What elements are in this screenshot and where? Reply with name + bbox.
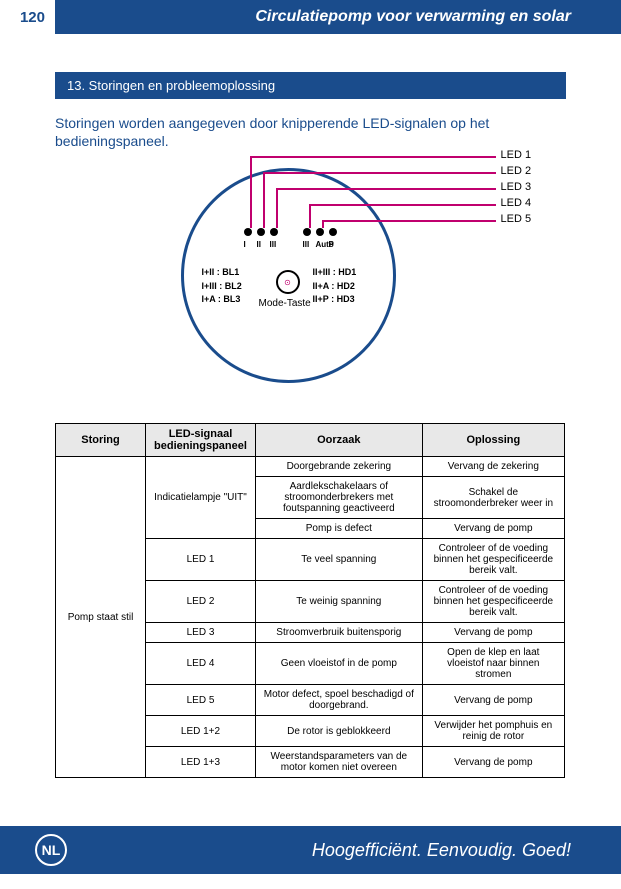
cell-cause: Te weinig spanning — [256, 581, 423, 623]
cell-fix: Schakel de stroomonderbreker weer in — [422, 477, 564, 519]
mode-button-icon: ⊙ — [276, 270, 300, 294]
cell-cause: Weerstandsparameters van de motor komen … — [256, 747, 423, 778]
led-line — [276, 188, 496, 190]
page: 120 Circulatiepomp voor verwarming en so… — [0, 0, 621, 889]
cell-led: LED 3 — [146, 623, 256, 643]
footer-logo: NL — [35, 834, 67, 866]
table-header: Oorzaak — [256, 424, 423, 457]
dot-label: III — [270, 240, 277, 249]
cell-led: LED 5 — [146, 685, 256, 716]
table-header: Storing — [56, 424, 146, 457]
cell-fix: Controleer of de voeding binnen het gesp… — [422, 581, 564, 623]
cell-fix: Vervang de pomp — [422, 623, 564, 643]
cell-fix: Verwijder het pomphuis en reinig de roto… — [422, 716, 564, 747]
footer-text: Hoogefficiënt. Eenvoudig. Goed! — [67, 840, 571, 861]
intro-text: Storingen worden aangegeven door knipper… — [55, 114, 566, 150]
dot-label: I — [244, 240, 246, 249]
cell-led: LED 1 — [146, 539, 256, 581]
led-label: LED 5 — [501, 213, 532, 225]
cell-led: Indicatielampje "UIT" — [146, 457, 256, 539]
pump-diagram: IIIIIIIIIAutoP ⊙ Mode-Taste I+II : BL1I+… — [61, 158, 561, 393]
led-line — [276, 188, 278, 228]
led-line — [309, 204, 496, 206]
cell-cause: Aardlekschakelaars of stroomonderbrekers… — [256, 477, 423, 519]
cell-led: LED 1+2 — [146, 716, 256, 747]
led-dot — [303, 228, 311, 236]
led-label: LED 4 — [501, 197, 532, 209]
led-dot — [244, 228, 252, 236]
led-line — [250, 156, 496, 158]
cell-fix: Controleer of de voeding binnen het gesp… — [422, 539, 564, 581]
cell-cause: Doorgebrande zekering — [256, 457, 423, 477]
led-label: LED 1 — [501, 149, 532, 161]
table-row: Pomp staat stilIndicatielampje "UIT"Door… — [56, 457, 565, 477]
footer-bar: NL Hoogefficiënt. Eenvoudig. Goed! — [0, 826, 621, 874]
led-label: LED 3 — [501, 181, 532, 193]
led-dot — [270, 228, 278, 236]
troubleshoot-table: StoringLED-signaal bedieningspaneelOorza… — [55, 423, 565, 778]
header-title: Circulatiepomp voor verwarming en solar — [55, 8, 571, 26]
led-line — [309, 204, 311, 228]
table-header: LED-signaal bedieningspaneel — [146, 424, 256, 457]
cell-led: LED 2 — [146, 581, 256, 623]
cell-led: LED 4 — [146, 643, 256, 685]
cell-cause: Motor defect, spoel beschadigd of doorge… — [256, 685, 423, 716]
led-line — [263, 172, 265, 228]
header-bar: 120 Circulatiepomp voor verwarming en so… — [0, 0, 621, 34]
cell-fix: Vervang de pomp — [422, 685, 564, 716]
cell-led: LED 1+3 — [146, 747, 256, 778]
led-dot — [329, 228, 337, 236]
led-line — [250, 156, 252, 228]
dot-label: III — [303, 240, 310, 249]
dot-label: P — [329, 240, 334, 249]
cell-cause: Te veel spanning — [256, 539, 423, 581]
diagram-left-labels: I+II : BL1I+III : BL2I+A : BL3 — [202, 266, 242, 307]
led-dot — [316, 228, 324, 236]
table-header: Oplossing — [422, 424, 564, 457]
dot-label: II — [257, 240, 261, 249]
cell-storing: Pomp staat stil — [56, 457, 146, 778]
led-label: LED 2 — [501, 165, 532, 177]
page-number: 120 — [0, 0, 55, 34]
mode-label: Mode-Taste — [259, 298, 311, 309]
cell-cause: Stroomverbruik buitensporig — [256, 623, 423, 643]
cell-fix: Open de klep en laat vloeistof naar binn… — [422, 643, 564, 685]
led-line — [322, 220, 496, 222]
cell-fix: Vervang de pomp — [422, 519, 564, 539]
diagram-right-labels: II+III : HD1II+A : HD2II+P : HD3 — [313, 266, 357, 307]
cell-cause: Geen vloeistof in de pomp — [256, 643, 423, 685]
cell-fix: Vervang de zekering — [422, 457, 564, 477]
cell-cause: De rotor is geblokkeerd — [256, 716, 423, 747]
cell-cause: Pomp is defect — [256, 519, 423, 539]
cell-fix: Vervang de pomp — [422, 747, 564, 778]
section-title: 13. Storingen en probleemoplossing — [55, 72, 566, 99]
led-dot — [257, 228, 265, 236]
led-line — [263, 172, 496, 174]
